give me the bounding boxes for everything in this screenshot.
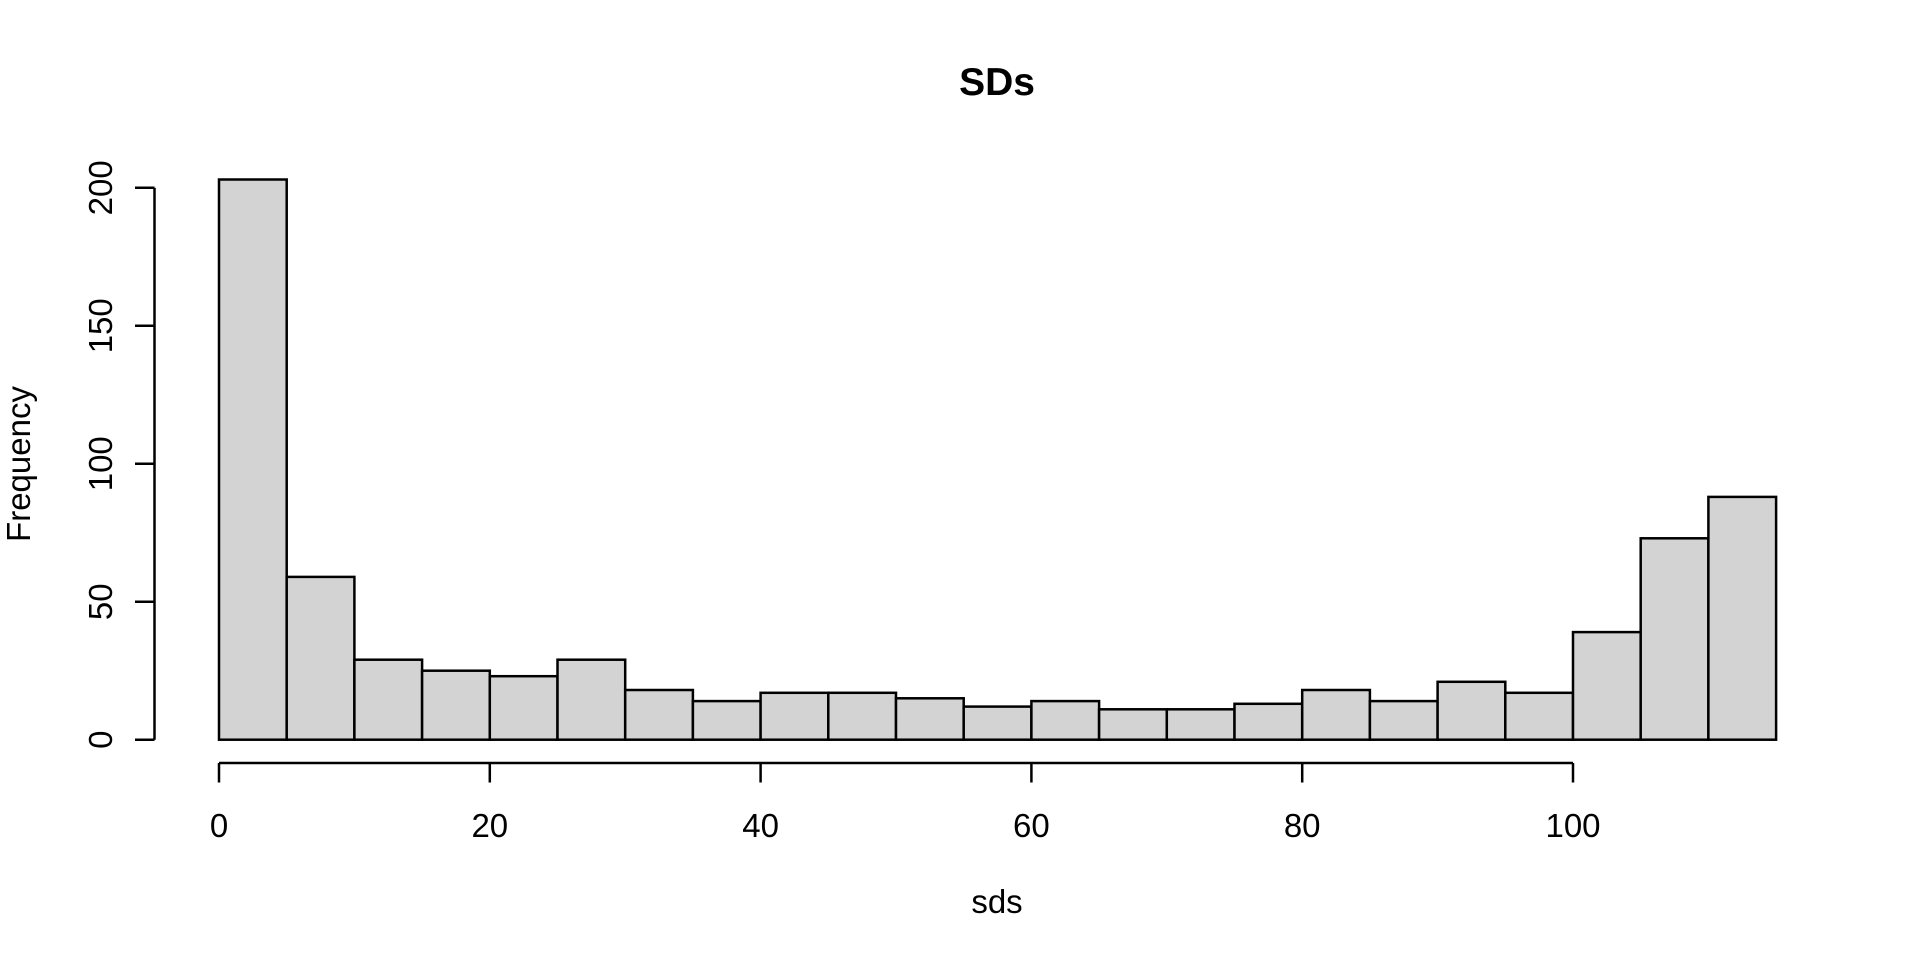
histogram-bar	[623, 688, 695, 741]
histogram-bar	[1097, 708, 1169, 741]
histogram-bar	[1639, 537, 1710, 741]
histogram-bar	[827, 691, 898, 741]
y-axis: 0 50 100 150 200	[82, 160, 156, 749]
y-tick-label: 100	[82, 436, 119, 491]
y-tick-label: 0	[82, 731, 119, 749]
histogram-bar	[1030, 699, 1101, 741]
histogram-bar	[1504, 691, 1575, 741]
x-tick-label: 0	[210, 807, 228, 844]
histogram-bar	[420, 669, 492, 741]
x-tick-label: 40	[742, 807, 779, 844]
histogram-bar	[894, 697, 965, 741]
histogram-bar	[759, 691, 830, 741]
bars-group	[217, 178, 1778, 741]
y-tick-label: 50	[82, 583, 119, 620]
x-tick-label: 60	[1013, 807, 1050, 844]
y-tick-label: 150	[82, 298, 119, 353]
x-tick-label: 80	[1284, 807, 1321, 844]
histogram-bar	[217, 178, 288, 741]
chart-title: SDs	[959, 61, 1035, 104]
histogram-bar	[1300, 688, 1372, 741]
histogram-bar	[1165, 708, 1236, 741]
histogram-bar	[1707, 495, 1778, 741]
y-tick-label: 200	[82, 160, 119, 215]
histogram-bar	[691, 699, 762, 741]
histogram-bar	[1571, 630, 1642, 741]
histogram-bar	[962, 705, 1033, 741]
y-axis-label: Frequency	[0, 386, 37, 542]
x-tick-label: 20	[471, 807, 508, 844]
histogram-bar	[1233, 702, 1304, 741]
x-axis-label: sds	[971, 883, 1022, 920]
histogram-bar	[285, 575, 356, 741]
histogram-bar	[488, 674, 559, 741]
x-tick-label: 100	[1545, 807, 1600, 844]
histogram-bar	[353, 658, 424, 741]
histogram-bar	[556, 658, 627, 741]
histogram-bar	[1368, 699, 1439, 741]
histogram-bar	[1436, 680, 1507, 741]
x-axis: 0 20 40 60 80 100	[210, 761, 1601, 844]
